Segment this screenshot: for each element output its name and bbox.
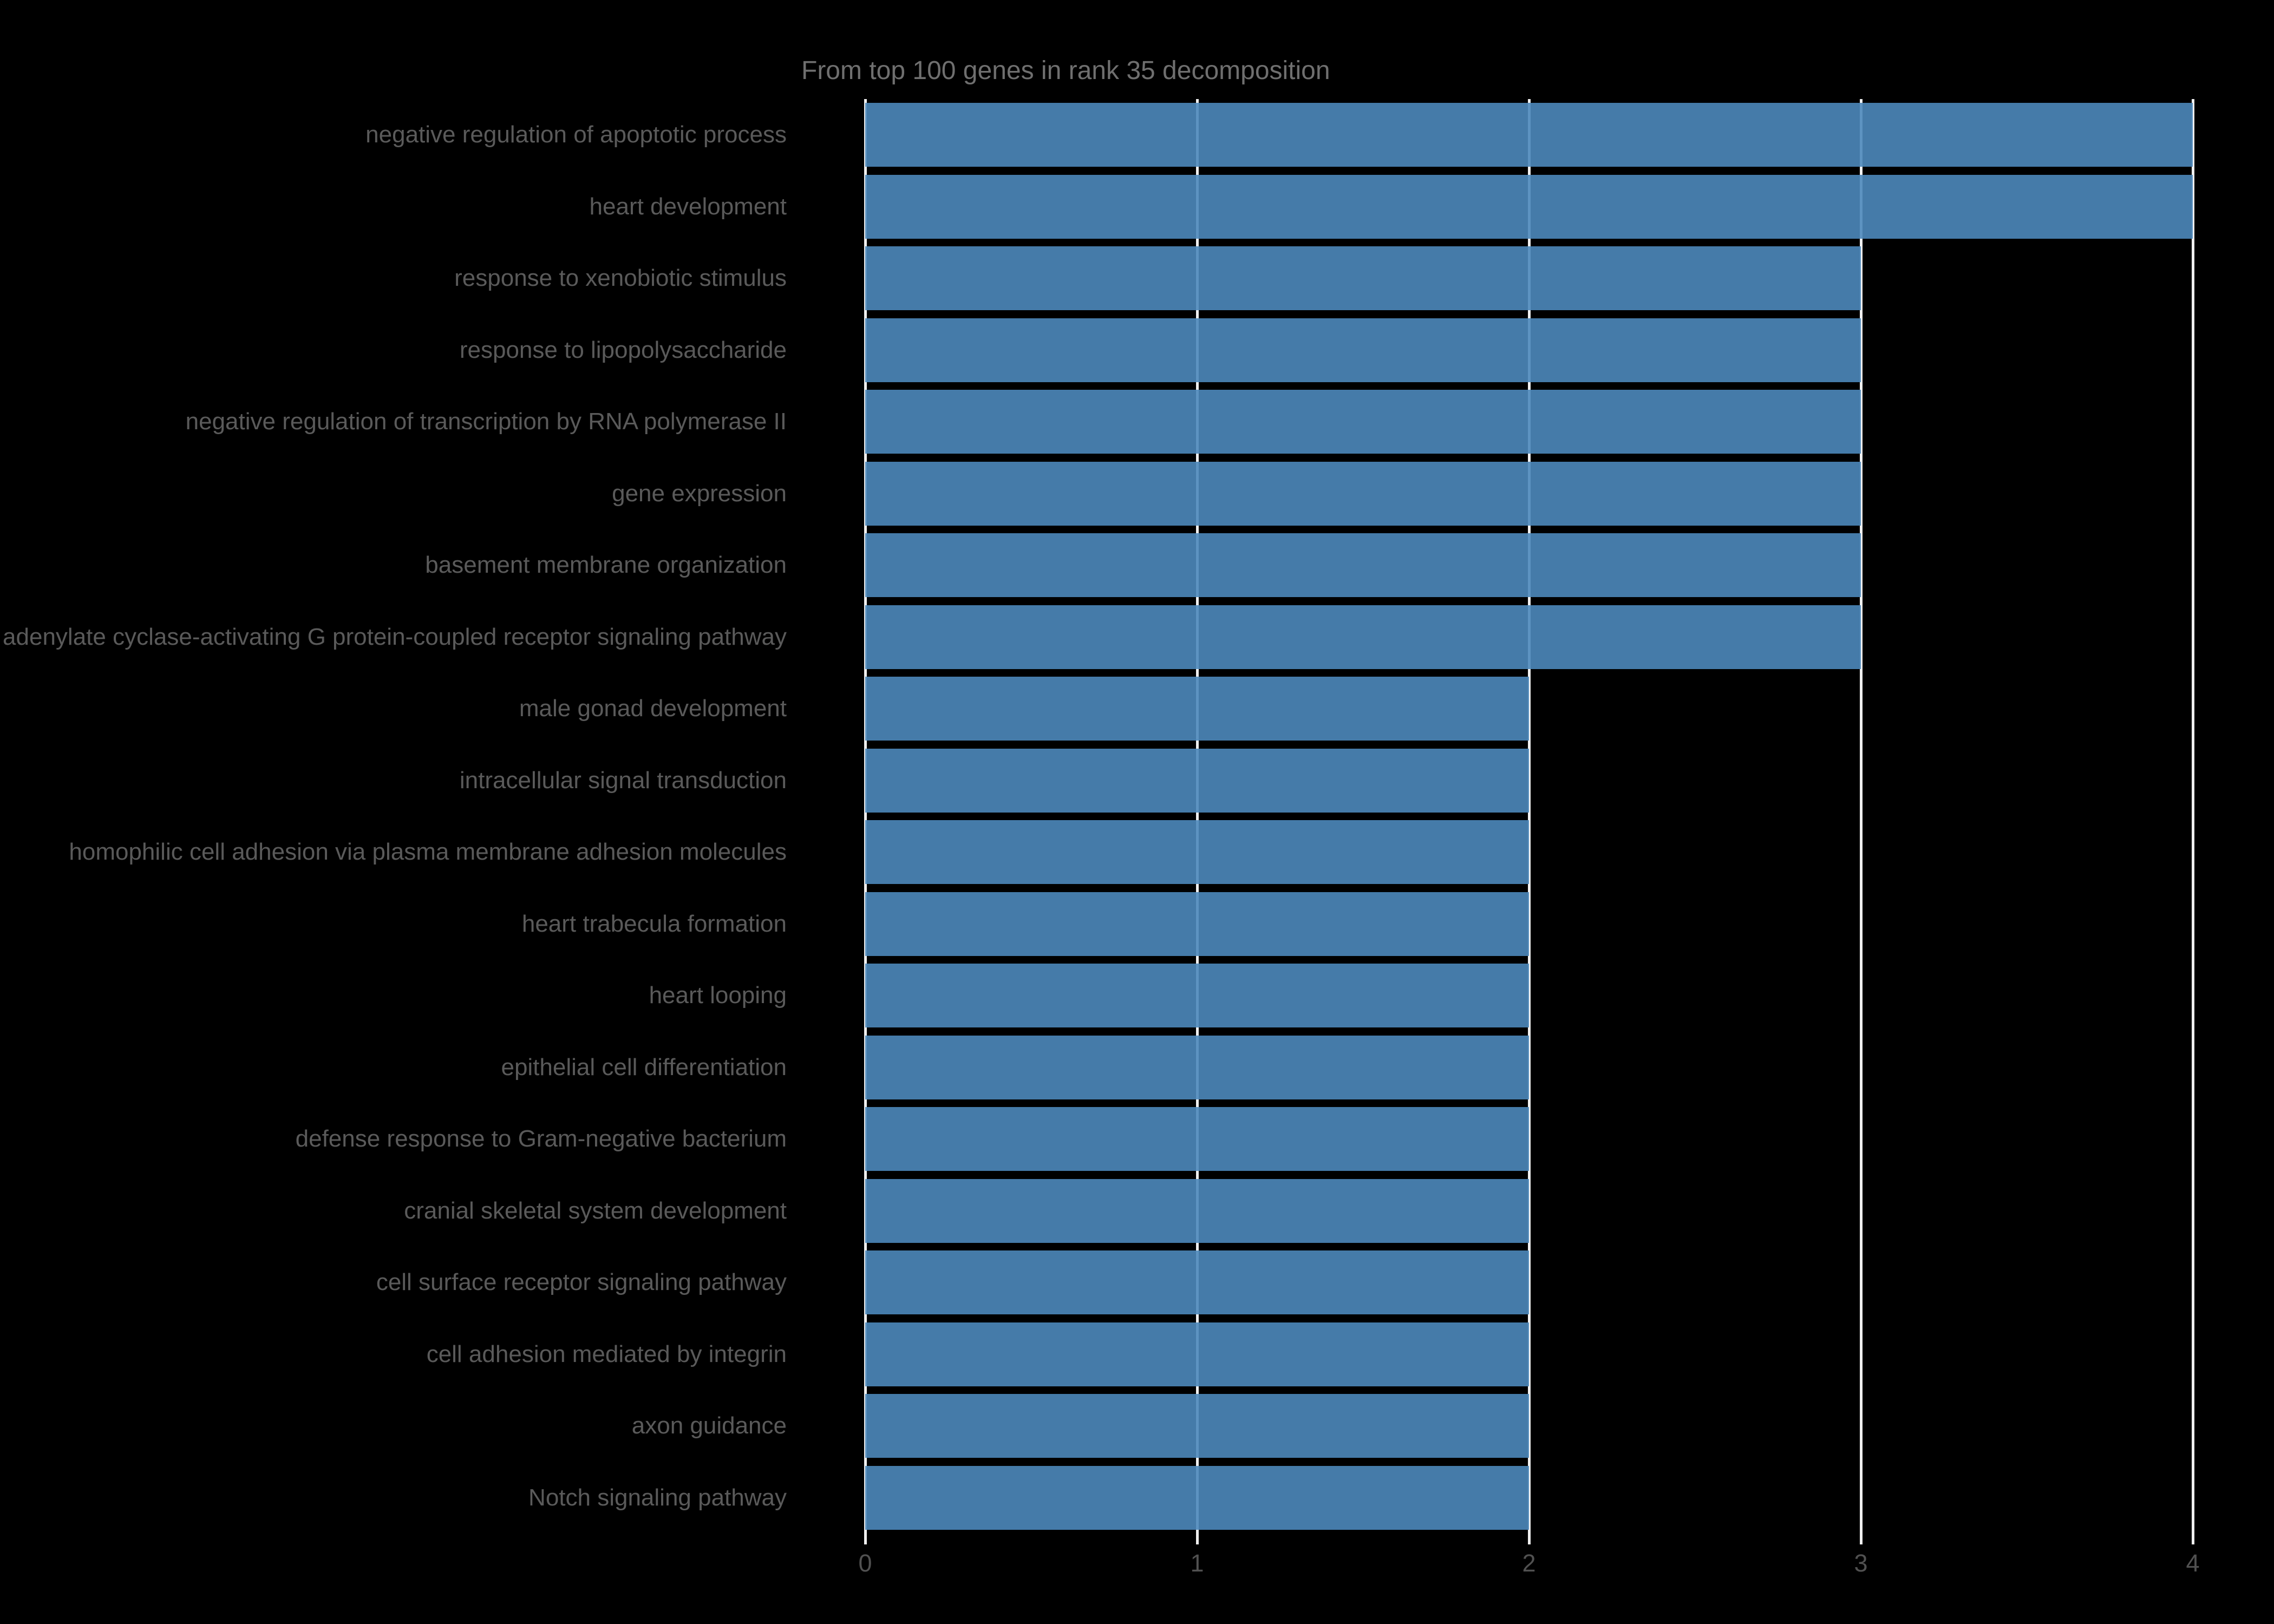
bar-heart-development	[865, 174, 2193, 239]
x-tick-label: 1	[1190, 1549, 1204, 1577]
x-tick-label: 2	[1522, 1549, 1536, 1577]
category-label: epithelial cell differentiation	[501, 1053, 787, 1081]
category-label: Notch signaling pathway	[528, 1484, 787, 1511]
x-tick-label: 3	[1854, 1549, 1868, 1577]
category-label: axon guidance	[631, 1412, 787, 1439]
bar-defense-response-to-gram-negative-bacterium	[865, 1107, 1529, 1171]
bar-adenylate-cyclase-activating-g-protein-coupled-receptor-signaling-pathway	[865, 605, 1861, 669]
bar-heart-looping	[865, 964, 1529, 1028]
bar-axon-guidance	[865, 1394, 1529, 1458]
bar-homophilic-cell-adhesion-via-plasma-membrane-adhesion-molecules	[865, 820, 1529, 885]
category-label: heart trabecula formation	[521, 910, 787, 937]
category-label: cell surface receptor signaling pathway	[376, 1269, 787, 1296]
category-label: negative regulation of apoptotic process	[365, 121, 787, 148]
bar-cell-adhesion-mediated-by-integrin	[865, 1322, 1529, 1386]
bar-basement-membrane-organization	[865, 533, 1861, 598]
category-label: male gonad development	[519, 695, 787, 722]
bar-response-to-lipopolysaccharide	[865, 318, 1861, 382]
category-label: response to lipopolysaccharide	[459, 336, 787, 363]
category-label: adenylate cyclase-activating G protein-c…	[3, 623, 787, 650]
bar-intracellular-signal-transduction	[865, 748, 1529, 813]
bar-negative-regulation-of-apoptotic-process	[865, 103, 2193, 167]
category-label: gene expression	[612, 480, 787, 507]
bar-epithelial-cell-differentiation	[865, 1035, 1529, 1099]
category-label: homophilic cell adhesion via plasma memb…	[69, 839, 787, 866]
bar-male-gonad-development	[865, 677, 1529, 741]
x-tick-label: 0	[858, 1549, 872, 1577]
gridline-x4	[2192, 99, 2194, 1544]
bar-notch-signaling-pathway	[865, 1465, 1529, 1530]
bar-gene-expression	[865, 461, 1861, 526]
category-label: heart looping	[649, 982, 787, 1009]
category-label: negative regulation of transcription by …	[185, 408, 787, 435]
bar-negative-regulation-of-transcription-by-rna-polymerase-ii	[865, 390, 1861, 454]
gridline-x3	[1860, 99, 1863, 1544]
category-label: basement membrane organization	[425, 552, 787, 579]
x-axis-tick-labels: 0 1 2 3 4	[858, 1549, 2199, 1593]
category-label: response to xenobiotic stimulus	[454, 265, 787, 292]
bar-heart-trabecula-formation	[865, 892, 1529, 956]
x-tick-label: 4	[2186, 1549, 2200, 1577]
category-label: intracellular signal transduction	[459, 767, 787, 794]
bar-cranial-skeletal-system-development	[865, 1178, 1529, 1243]
bar-response-to-xenobiotic-stimulus	[865, 246, 1861, 311]
category-label: defense response to Gram-negative bacter…	[295, 1125, 787, 1152]
bar-cell-surface-receptor-signaling-pathway	[865, 1250, 1529, 1315]
plot-area	[864, 99, 2194, 1544]
category-label: cranial skeletal system development	[404, 1197, 787, 1224]
category-label: heart development	[589, 193, 787, 220]
chart-title: From top 100 genes in rank 35 decomposit…	[801, 56, 1330, 85]
category-label: cell adhesion mediated by integrin	[426, 1340, 787, 1367]
gridline-x2	[1528, 99, 1531, 1544]
y-axis-category-labels: negative regulation of apoptotic process…	[0, 99, 787, 1534]
